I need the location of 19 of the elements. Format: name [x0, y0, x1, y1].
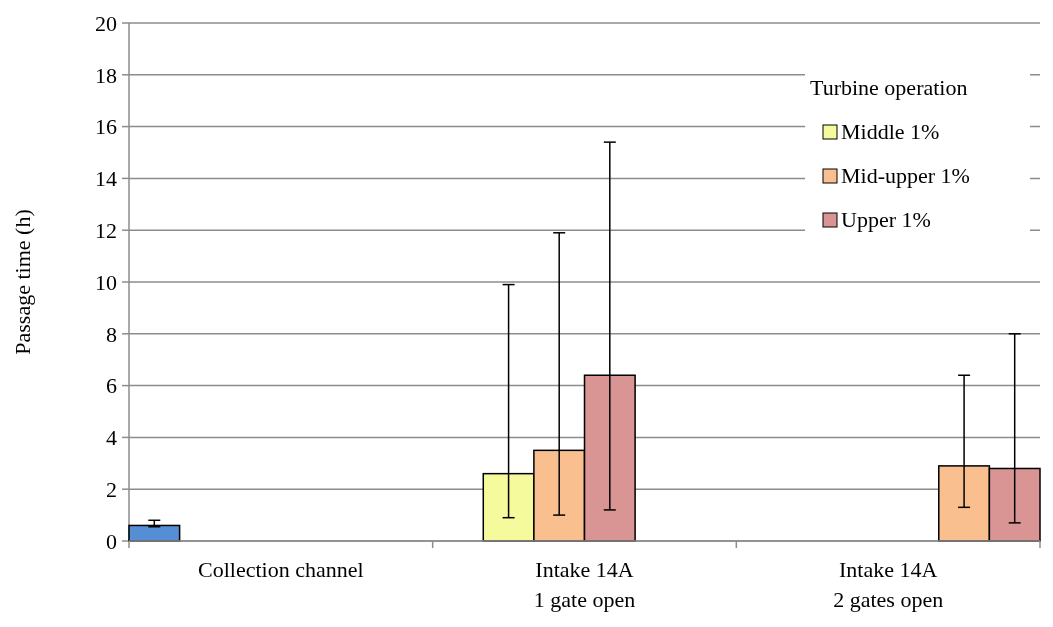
x-tick-label: Intake 14A 1 gate open — [533, 557, 636, 612]
y-tick-label: 20 — [95, 10, 117, 36]
y-tick-label: 8 — [106, 321, 117, 347]
x-tick-label: Intake 14A 2 gates open — [833, 557, 944, 612]
y-tick-label: 4 — [106, 425, 117, 451]
legend-title: Turbine operation — [810, 75, 968, 100]
y-tick-label: 14 — [95, 166, 117, 192]
y-tick-label: 6 — [106, 373, 117, 399]
y-tick-label: 12 — [95, 217, 117, 243]
y-axis-title: Passage time (h) — [10, 209, 35, 355]
y-tick-label: 18 — [95, 62, 117, 88]
y-tick-label: 0 — [106, 528, 117, 554]
y-tick-label: 2 — [106, 476, 117, 502]
legend-label: Middle 1% — [841, 119, 940, 144]
y-tick-label: 16 — [95, 114, 117, 140]
y-tick-label: 10 — [95, 269, 117, 295]
legend-label: Upper 1% — [841, 207, 931, 232]
legend-label: Mid-upper 1% — [841, 163, 970, 188]
x-tick-label: Collection channel — [198, 557, 364, 582]
